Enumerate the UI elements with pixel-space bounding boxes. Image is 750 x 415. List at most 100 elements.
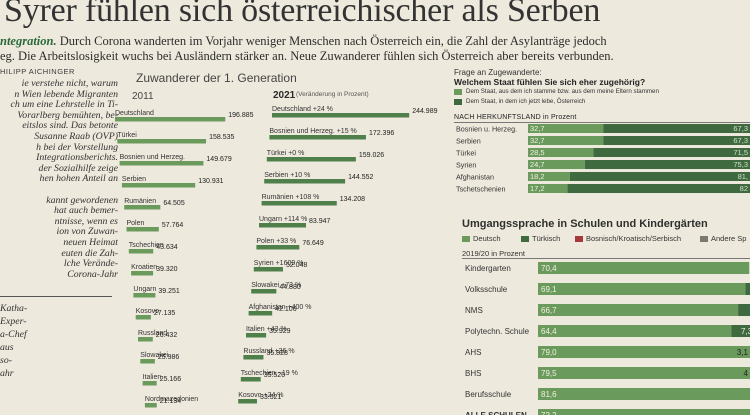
bar-label-2011: Serbien xyxy=(122,176,146,183)
bar-value-2021: 52.048 xyxy=(286,262,308,269)
ug-value-deutsch: 81,6 xyxy=(541,390,557,399)
bar-label-2011: Tschechien xyxy=(129,242,164,249)
ug-school-label: Kindergarten xyxy=(465,264,511,273)
ug-bar-deutsch xyxy=(538,367,750,379)
bar-2011 xyxy=(119,161,204,166)
article-line: n Wien lebende Migranten xyxy=(14,89,118,100)
ug-value-deutsch: 70,4 xyxy=(541,264,557,273)
bar-2021 xyxy=(251,289,277,294)
article-line: Integrationsberichts. xyxy=(36,153,118,164)
bar-label-2011: Kroatien xyxy=(131,264,157,271)
article-line: eitslos sind. Das betonte xyxy=(22,121,118,132)
bar-2011 xyxy=(117,139,207,144)
bar-value-2011: 25.986 xyxy=(158,354,180,361)
zg-country-label: Tschetschenien xyxy=(456,185,506,194)
bar-label-2021: Rumänien +108 % xyxy=(262,194,320,201)
article-line: ahr xyxy=(0,368,14,379)
ug-value-tuerkisch: 7,3 xyxy=(741,327,750,336)
legend-austria-swatch xyxy=(454,98,462,105)
bar-label-2021: Türkei +0 % xyxy=(267,150,305,157)
bar-value-2021: 159.026 xyxy=(359,152,384,159)
ug-value-deutsch: 72,2 xyxy=(541,411,557,415)
bar-label-2021: Italien +43 % xyxy=(246,326,287,333)
bar-label-2011: Italien xyxy=(143,374,162,381)
bar-2021 xyxy=(246,333,267,338)
bar-value-2011: 25.166 xyxy=(160,376,182,383)
ug-bar-tuerkisch xyxy=(731,325,750,337)
bar-value-2021: 134.208 xyxy=(340,196,365,203)
question-title: Welchem Staat fühlen Sie sich eher zugeh… xyxy=(454,77,646,87)
bar-2011 xyxy=(126,227,159,232)
lead-line-2: eg. Die Arbeitslosigkeit wuchs bei Auslä… xyxy=(0,49,614,63)
bar-value-2021: 35.828 xyxy=(266,350,288,357)
article-line: hen hohen Anteil an xyxy=(39,174,118,185)
bar-value-2011: 27.135 xyxy=(154,310,176,317)
article-line: h bei der Vorstellung xyxy=(36,142,118,153)
zg-bar-origin xyxy=(528,124,604,133)
headline: Syrer fühlen sich österreichischer als S… xyxy=(4,0,601,29)
article-line: aus xyxy=(0,342,14,353)
bar-2021 xyxy=(259,223,307,228)
bar-value-2011: 57.764 xyxy=(162,222,184,229)
legend-austria: Dem Staat, in dem ich jetzt lebe, Österr… xyxy=(454,98,585,105)
zg-bar-austria xyxy=(593,148,750,157)
zg-value-austria: 67,3 xyxy=(733,136,748,145)
bar-value-2011: 130.931 xyxy=(198,178,223,185)
lead-line-1: ntegration. Durch Corona wanderten im Vo… xyxy=(0,34,607,49)
ug-bar-tuerkisch xyxy=(745,283,750,295)
zg-country-label: Bosnien u. Herzeg. xyxy=(456,125,517,134)
ug-bar-deutsch xyxy=(538,388,750,400)
zg-country-label: Türkei xyxy=(456,149,476,158)
bar-value-2021: 144.552 xyxy=(348,174,373,181)
zg-bar-austria xyxy=(603,124,750,133)
bar-label-2021: Ungarn +114 % xyxy=(259,216,307,223)
bar-label-2021: Afghanistan +400 % xyxy=(249,304,312,311)
bar-2021 xyxy=(253,267,283,272)
ug-value-deutsch: 79,5 xyxy=(541,369,557,378)
bar-2011 xyxy=(115,117,226,122)
bar-value-2011: 149.679 xyxy=(206,156,231,163)
zg-bar-origin xyxy=(528,172,570,181)
zg-bar-origin xyxy=(528,160,585,169)
bar-2011 xyxy=(133,293,156,298)
zg-value-austria: 75,3 xyxy=(733,160,748,169)
bar-label-2011: Deutschland xyxy=(115,110,154,117)
zg-bar-origin xyxy=(528,148,594,157)
bar-label-2021: Serbien +10 % xyxy=(264,172,310,179)
article-text-2: Katha- Exper-a-Chef aus so-ahr xyxy=(0,302,60,380)
umgangssprache-year: 2019/20 in Prozent xyxy=(462,249,525,258)
herkunft-rule xyxy=(454,122,750,123)
lead-text-1: Durch Corona wanderten im Vorjahr wenige… xyxy=(56,34,607,48)
ug-bar-tuerkisch xyxy=(738,304,750,316)
bar-label-2021: Kosovo +24 % xyxy=(238,392,283,399)
ug-value-deutsch: 66,7 xyxy=(541,306,557,315)
ug-value-deutsch: 79,0 xyxy=(541,348,557,357)
ug-bar-deutsch xyxy=(538,409,750,415)
article-line: Katha- xyxy=(0,303,28,314)
bar-2011 xyxy=(131,271,154,276)
bar-value-2021: 33.521 xyxy=(260,394,282,401)
bar-value-2021: 42.106 xyxy=(275,306,297,313)
ug-bar-deutsch xyxy=(538,346,750,358)
article-line: ntnisse, wenn es xyxy=(54,216,118,227)
legend-origin: Dem Staat, aus dem ich stamme bzw. aus d… xyxy=(454,88,659,95)
bar-value-2021: 83.947 xyxy=(309,218,331,225)
bar-value-2011: 196.885 xyxy=(228,112,253,119)
zg-value-origin: 17,2 xyxy=(530,184,545,193)
bar-2021 xyxy=(264,179,346,184)
bar-value-2021: 35.520 xyxy=(264,372,286,379)
zg-value-origin: 24,7 xyxy=(530,160,545,169)
bar-label-2011: Slowakei xyxy=(140,352,168,359)
bar-2011 xyxy=(121,183,196,188)
bar-2021 xyxy=(256,245,300,250)
bar-label-2021: Syrien +1609 % xyxy=(254,260,304,267)
bar-2021 xyxy=(238,399,257,404)
question-label: Frage an Zugewanderte: xyxy=(454,68,542,77)
bar-label-2011: Bosnien und Herzeg. xyxy=(120,154,185,161)
zg-value-origin: 32,7 xyxy=(530,124,545,133)
zuwanderer-year-2021: 2021 xyxy=(273,90,296,101)
article-line: kannt gewordenen xyxy=(46,195,118,206)
zg-country-label: Syrien xyxy=(456,161,476,170)
bar-2021 xyxy=(269,135,366,140)
bar-value-2011: 158.535 xyxy=(209,134,234,141)
